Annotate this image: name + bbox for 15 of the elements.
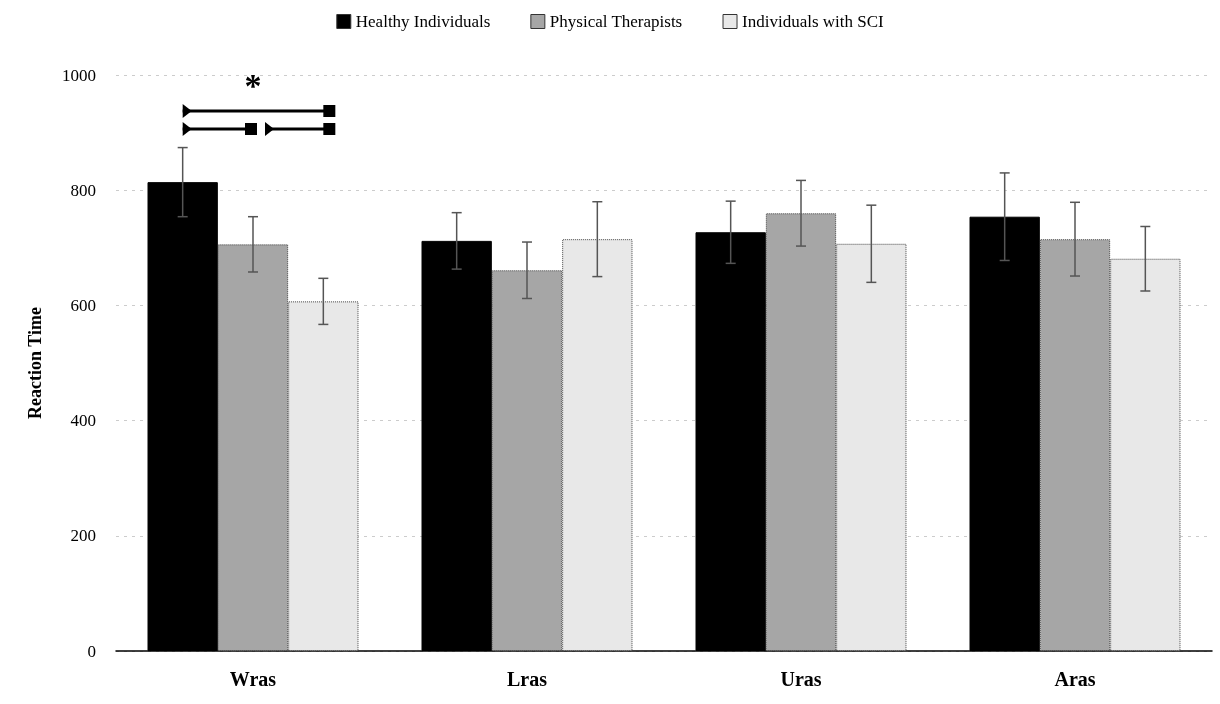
y-tick-label: 800 — [70, 180, 96, 200]
legend-label: Individuals with SCI — [742, 12, 885, 31]
x-tick-label: Aras — [1054, 668, 1096, 690]
x-tick-label: Lras — [507, 668, 548, 690]
x-tick-label: Wras — [229, 668, 277, 690]
y-tick-label: 1000 — [62, 65, 96, 85]
legend-label: Physical Therapists — [549, 12, 683, 31]
y-tick-label: 600 — [70, 295, 96, 315]
y-axis-title: Reaction Time — [25, 307, 45, 419]
y-tick-label: 0 — [87, 641, 96, 661]
annotation: * — [244, 67, 262, 104]
legend-label: Healthy Individuals — [355, 12, 491, 31]
y-tick-label: 200 — [70, 526, 96, 546]
x-tick-label: Uras — [780, 668, 822, 690]
y-tick-label: 400 — [70, 411, 96, 431]
